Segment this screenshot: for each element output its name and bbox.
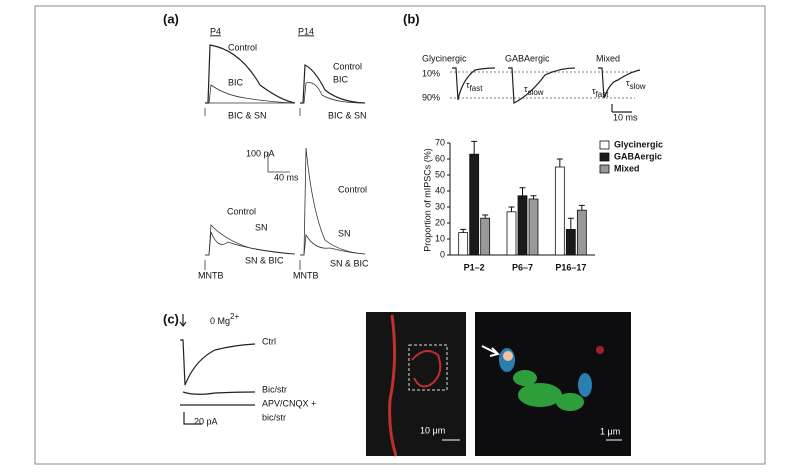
x-tick-label: P6–7 [512,262,533,272]
tau-sub: fast [470,84,484,93]
bar [528,198,539,256]
tau: τ [592,86,596,96]
trace-label: Control [338,184,367,194]
micrograph: 10 μm [366,312,466,457]
tau: τ [524,84,528,94]
bar [576,209,587,256]
scale-label: 40 ms [274,172,299,182]
scale-label: 10 ms [613,112,638,122]
y-axis-label: Proportion of mIPSCs (%) [422,148,432,252]
trace-label: Control [228,42,257,52]
trace-label: BIC [333,74,349,84]
trace-label: APV/CNQX + [262,398,316,408]
trace-label: Bic/str [262,384,287,394]
age-label: P4 [210,26,221,36]
bar [565,228,576,256]
tau-label: τfast [466,80,483,93]
trace-label: bic/str [262,412,286,422]
stim-label: MNTB [198,270,224,280]
level-label: 10% [422,68,440,78]
condition: 0 Mg [210,316,230,326]
traces-b [452,67,641,113]
tau-label: τslow [626,78,646,91]
legend-swatch [599,152,610,162]
bar [506,211,517,256]
x-tick-label: P1–2 [464,262,485,272]
error-bar [519,187,526,196]
tau: τ [466,80,470,90]
trace-label: Ctrl [262,336,276,346]
trace-label: SN [255,222,268,232]
frame [34,5,766,465]
scale-label: 10 μm [420,425,445,435]
panel-label: (a) [163,11,179,26]
trace-label: Control [227,206,256,216]
type-label: GABAergic [505,53,550,63]
y-tick-label: 20 [435,217,445,227]
legend-label: Glycinergic [614,139,663,149]
error-bar [482,214,489,219]
y-tick-label: 50 [435,169,445,179]
y-tick-label: 10 [435,233,445,243]
trace-label: Control [333,61,362,71]
tau-sub: fast [596,90,610,99]
tau-sub: slow [528,88,544,97]
error-bar [471,140,478,155]
y-tick-label: 70 [435,137,445,147]
trace-label: SN & BIC [245,255,284,265]
scale-label: 1 μm [600,426,620,436]
panel-label: (b) [403,11,420,26]
error-bar [530,195,537,199]
bar [554,166,565,256]
error-bar [460,228,467,233]
bar [458,232,469,256]
level-label: 90% [422,92,440,102]
bar [480,217,491,256]
legend-label: Mixed [614,163,640,173]
legend-swatch [599,140,610,150]
type-label: Mixed [596,53,620,63]
legend-swatch [599,164,610,174]
tau-label: τslow [524,84,544,97]
y-tick-label: 60 [435,153,445,163]
micrograph: 1 μm [475,312,631,456]
condition-sup: 2+ [230,312,239,321]
bar-chart: Proportion of mIPSCs (%) 0 10 20 30 40 50 60 70… [422,137,663,272]
scale-label: 100 pA [246,148,275,158]
tau-sub: slow [630,82,646,91]
y-tick-label: 0 [440,249,445,259]
scale-label: 20 pA [194,416,218,426]
panel-label: (c) [163,311,179,326]
age-label: P14 [298,26,314,36]
trace-label: SN & BIC [330,258,369,268]
error-bar [578,204,585,211]
bar [469,153,480,256]
bar [517,195,528,256]
tau: τ [626,78,630,88]
traces-c [179,314,256,425]
x-tick-label: P16–17 [555,262,586,272]
tau-label: τfast [592,86,609,99]
y-tick-label: 40 [435,185,445,195]
error-bar [567,217,574,230]
error-bar [508,206,515,212]
legend-label: GABAergic [614,151,662,161]
type-label: Glycinergic [422,53,467,63]
trace-label: BIC & SN [328,110,367,120]
trace-label: BIC & SN [228,110,267,120]
y-tick-label: 30 [435,201,445,211]
traces-a [204,44,366,270]
condition-label: 0 Mg2+ [210,312,239,326]
trace-label: BIC [228,77,244,87]
error-bar [556,158,563,167]
trace-label: SN [338,228,351,238]
stim-label: MNTB [293,270,319,280]
